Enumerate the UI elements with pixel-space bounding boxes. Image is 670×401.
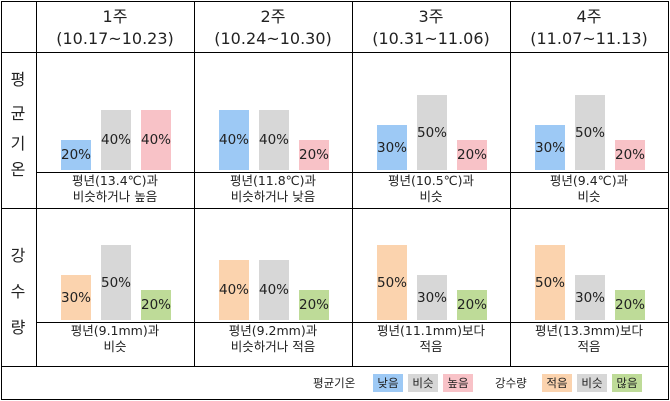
bar-caption: 적음 [577, 339, 601, 354]
row-label-char: 온 [10, 160, 26, 179]
bar-caption: 비슷하거나 높음 [72, 189, 158, 204]
bar-비슷: 50% [101, 245, 131, 320]
grid-line [1, 1, 669, 2]
grid-line [1, 366, 669, 367]
week-range: (11.07~11.13) [530, 29, 648, 48]
grid-line [36, 172, 668, 173]
bar-caption: 평년(13.3mm)보다 [535, 323, 643, 338]
bar-높음: 40% [141, 110, 171, 170]
row-label-char: 기 [10, 134, 26, 153]
grid-line [1, 399, 669, 400]
grid-line [352, 1, 353, 367]
bar-caption: 평년(9.1mm)과 [70, 323, 160, 338]
legend-swatch-낮음: 낮음 [373, 374, 403, 392]
grid-line [668, 1, 669, 400]
bar-비슷: 50% [575, 95, 605, 170]
row-label-char: 량 [10, 318, 26, 337]
bar-caption: 평년(11.8℃)과 [229, 173, 317, 188]
bar-낮음: 40% [219, 110, 249, 170]
grid-line [510, 1, 511, 367]
bar-적음: 50% [535, 245, 565, 320]
bar-적음: 30% [61, 275, 91, 320]
bar-높음: 20% [615, 140, 645, 170]
row-label-char: 평 [10, 70, 26, 89]
legend-swatch-많음: 많음 [612, 374, 642, 392]
legend-swatch-비슷: 비슷 [408, 374, 438, 392]
bar-높음: 20% [457, 140, 487, 170]
bar-비슷: 40% [101, 110, 131, 170]
bar-caption: 비슷하거나 적음 [230, 339, 316, 354]
bar-비슷: 30% [575, 275, 605, 320]
bar-많음: 20% [141, 290, 171, 320]
legend-swatch-비슷: 비슷 [577, 374, 607, 392]
grid-line [194, 1, 195, 367]
bar-많음: 20% [457, 290, 487, 320]
bar-비슷: 40% [259, 110, 289, 170]
bar-많음: 20% [615, 290, 645, 320]
bar-caption: 적음 [419, 339, 443, 354]
bar-비슷: 50% [417, 95, 447, 170]
bar-높음: 20% [299, 140, 329, 170]
grid-line [1, 208, 669, 209]
row-label-char: 강 [10, 246, 26, 265]
legend-title-rain: 강수량 [495, 376, 527, 390]
week-range: (10.17~10.23) [56, 29, 174, 48]
bar-적음: 50% [377, 245, 407, 320]
bar-비슷: 40% [259, 260, 289, 320]
bar-낮음: 30% [535, 125, 565, 170]
row-label-char: 균 [10, 104, 26, 123]
row-label-char: 수 [10, 282, 26, 301]
week-label: 2주 [260, 7, 286, 26]
week-label: 4주 [576, 7, 602, 26]
bar-caption: 평년(11.1mm)보다 [377, 323, 485, 338]
bar-많음: 20% [299, 290, 329, 320]
bar-낮음: 20% [61, 140, 91, 170]
bar-적음: 40% [219, 260, 249, 320]
bar-caption: 평년(13.4℃)과 [71, 173, 159, 188]
bar-caption: 비슷 [419, 189, 443, 204]
week-range: (10.31~11.06) [372, 29, 490, 48]
week-range: (10.24~10.30) [214, 29, 332, 48]
legend-swatch-높음: 높음 [443, 374, 473, 392]
week-label: 1주 [102, 7, 128, 26]
bar-caption: 평년(10.5℃)과 [387, 173, 475, 188]
bar-비슷: 30% [417, 275, 447, 320]
grid-line [1, 1, 2, 400]
legend-swatch-적음: 적음 [542, 374, 572, 392]
week-label: 3주 [418, 7, 444, 26]
grid-line [36, 1, 37, 367]
bar-caption: 비슷 [103, 339, 127, 354]
grid-line [1, 52, 669, 53]
legend-title-temp: 평균기온 [313, 376, 356, 390]
bar-caption: 평년(9.2mm)과 [228, 323, 318, 338]
grid-line [36, 322, 668, 323]
bar-caption: 비슷하거나 낮음 [230, 189, 316, 204]
bar-caption: 비슷 [577, 189, 601, 204]
bar-낮음: 30% [377, 125, 407, 170]
bar-caption: 평년(9.4℃)과 [549, 173, 629, 188]
